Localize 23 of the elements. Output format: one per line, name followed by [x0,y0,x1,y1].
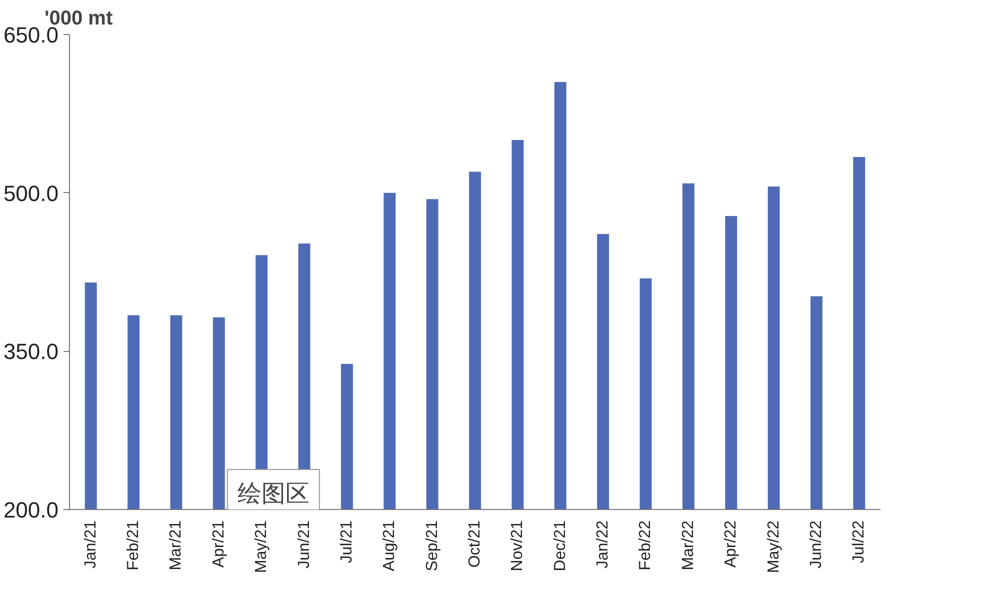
y-tick-label: 500.0 [3,180,59,206]
x-tick-label: Jan/21 [82,520,100,569]
y-tick-label: 350.0 [3,339,59,364]
x-tick-label: Jan/22 [594,520,612,569]
x-tick-label: Nov/21 [509,520,526,572]
x-tick-label: May/22 [765,520,782,573]
x-tick-label: Mar/22 [680,520,697,570]
x-tick-label: Jul/21 [338,520,356,564]
x-tick-label: Oct/21 [466,520,484,568]
x-tick-label: Apr/22 [722,520,740,568]
x-tick-label: Dec/21 [552,520,569,572]
x-tick-label: Jul/22 [850,520,868,564]
x-tick-label: Jun/22 [808,520,825,569]
x-tick-label: Feb/22 [637,520,654,570]
x-tick-label: Apr/21 [210,520,228,568]
x-tick-label: Jun/21 [296,520,313,569]
y-tick-label: 200.0 [3,498,59,522]
x-tick-label: May/21 [253,520,270,573]
x-tick-label: Mar/21 [168,520,185,570]
x-tick-label: Feb/21 [125,520,142,570]
annotation: 绘图区 [237,480,310,508]
x-tick-label: Aug/21 [381,520,398,572]
x-tick-label: Sep/21 [424,520,441,572]
